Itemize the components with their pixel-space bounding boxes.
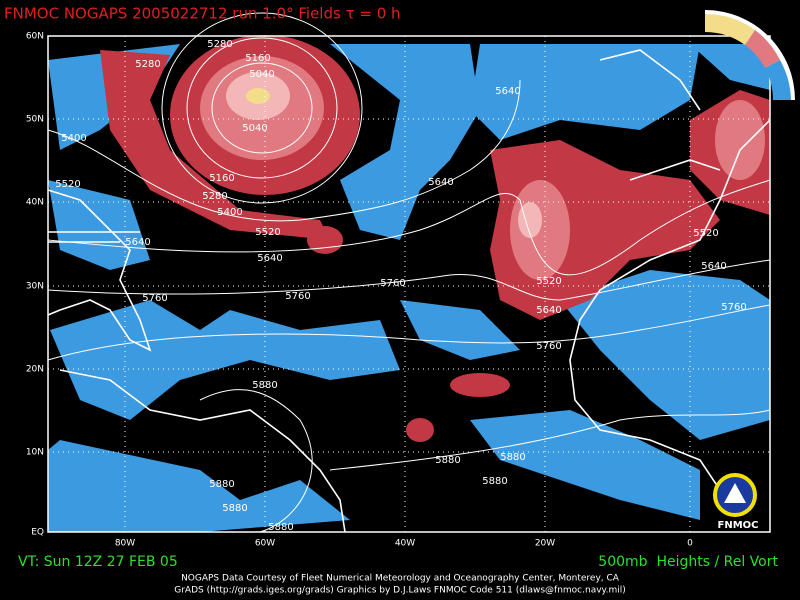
contour-label: 5880 [209, 479, 234, 490]
color-bar [705, 10, 795, 100]
contour-label: 5520 [55, 179, 80, 190]
contour-label: 5640 [125, 237, 150, 248]
graphics-credit: GrADS (http://grads.iges.org/grads) Grap… [174, 586, 625, 596]
lon-label: 60W [255, 539, 275, 549]
title: FNMOC NOGAPS 2005022712 run 1.0° Fields … [4, 5, 401, 23]
contour-label: 5280 [207, 39, 232, 50]
contour-label: 5640 [701, 261, 726, 272]
contour-label: 5880 [482, 476, 507, 487]
contour-label: 5880 [500, 452, 525, 463]
contour-label: 5880 [222, 503, 247, 514]
contour-label: 5160 [245, 53, 270, 64]
lon-label: 80W [115, 539, 135, 549]
logo-text: FNMOC [718, 520, 759, 531]
contour-label: 5040 [242, 123, 267, 134]
contour-label: 5640 [428, 177, 453, 188]
lat-label: EQ [31, 528, 44, 538]
contour-label: 5880 [268, 522, 293, 533]
lat-label: 30N [26, 282, 44, 292]
contour-label: 5400 [217, 207, 242, 218]
contour-label: 5760 [721, 302, 746, 313]
contour-label: 5760 [285, 291, 310, 302]
contour-label: 5040 [249, 69, 274, 80]
contour-label: 5640 [257, 253, 282, 264]
contour-label: 5520 [536, 276, 561, 287]
lat-label: 20N [26, 365, 44, 375]
contour-label: 5520 [255, 227, 280, 238]
contour-label: 5760 [536, 341, 561, 352]
contour-label: 5760 [142, 293, 167, 304]
map-field [47, 12, 771, 533]
lon-label: 0 [687, 539, 693, 549]
contour-label: 5160 [209, 173, 234, 184]
contour-label: 5280 [135, 59, 160, 70]
contour-label: 5880 [435, 455, 460, 466]
lon-label: 20W [535, 539, 555, 549]
valid-time: VT: Sun 12Z 27 FEB 05 [18, 554, 178, 570]
contour-label: 5640 [536, 305, 561, 316]
contour-label: 5640 [495, 86, 520, 97]
lat-label: 40N [26, 198, 44, 208]
lat-label: 10N [26, 448, 44, 458]
logo: FNMOC [713, 473, 759, 531]
field-name: 500mb Heights / Rel Vort [598, 554, 778, 570]
contour-label: 5880 [252, 380, 277, 391]
contour-label: 5520 [693, 228, 718, 239]
contour-label: 5400 [61, 133, 86, 144]
contour-label: 5760 [380, 278, 405, 289]
lon-label: 40W [395, 539, 415, 549]
credit: NOGAPS Data Courtesy of Fleet Numerical … [181, 574, 620, 584]
lat-label: 60N [26, 32, 44, 42]
lat-label: 50N [26, 115, 44, 125]
contour-label: 5280 [202, 191, 227, 202]
